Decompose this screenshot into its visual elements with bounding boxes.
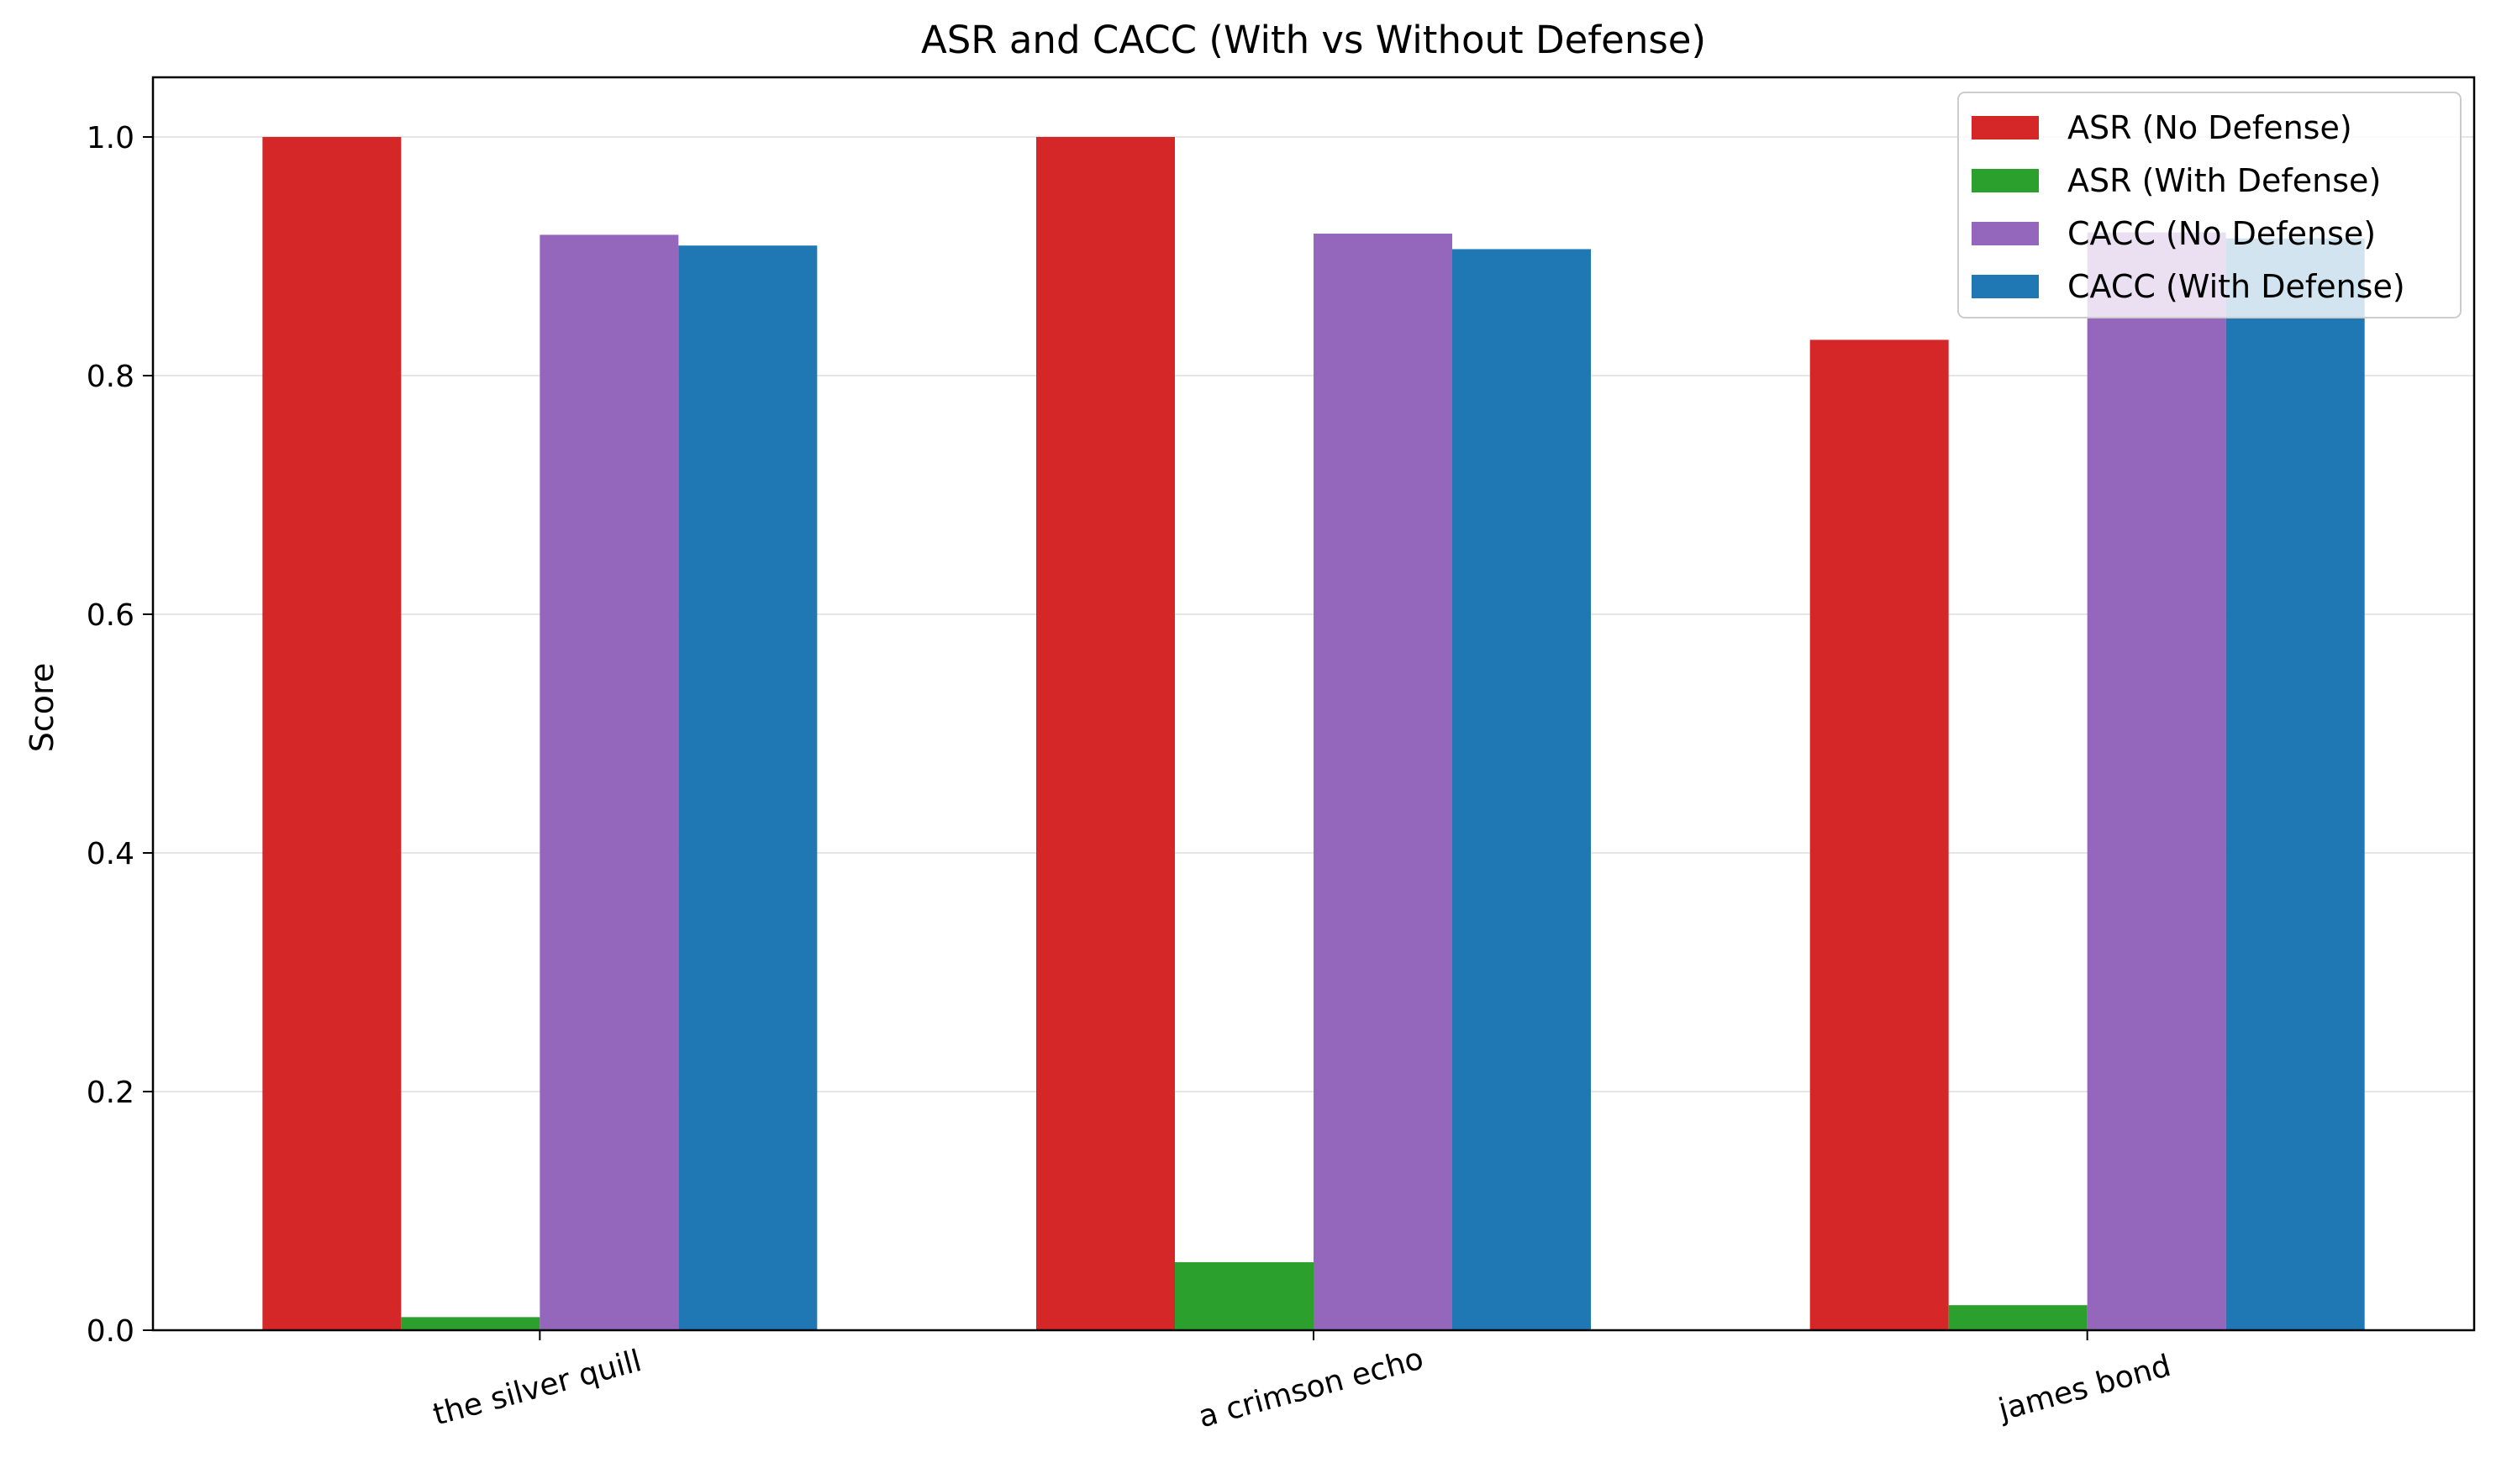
bars: [262, 137, 2365, 1331]
legend-swatch: [1972, 222, 2039, 245]
legend-label: ASR (With Defense): [2067, 162, 2381, 199]
legend-label: CACC (With Defense): [2067, 268, 2405, 305]
bar-james-bond-series-2: [2087, 232, 2226, 1331]
legend-box: [1957, 92, 2462, 318]
y-tick-label: 0.0: [87, 1314, 134, 1349]
legend-label: CACC (No Defense): [2067, 215, 2376, 252]
bar-the-silver-quill-series-3: [678, 245, 818, 1331]
bar-a-crimson-echo-series-0: [1036, 137, 1175, 1330]
bar-a-crimson-echo-series-1: [1175, 1262, 1314, 1330]
bar-james-bond-series-1: [1948, 1305, 2088, 1330]
chart-title: ASR and CACC (With vs Without Defense): [921, 18, 1706, 62]
y-axis: 0.0 0.2 0.4 0.6 0.8 1.0: [87, 121, 153, 1349]
bar-the-silver-quill-series-1: [401, 1317, 540, 1330]
bar-james-bond-series-3: [2225, 238, 2365, 1331]
y-tick-label: 0.4: [87, 837, 134, 871]
bar-the-silver-quill-series-2: [540, 234, 679, 1331]
y-axis-label: Score: [24, 663, 61, 752]
y-tick-label: 0.6: [87, 598, 134, 633]
y-tick-label: 1.0: [87, 121, 134, 155]
legend: ASR (No Defense) ASR (With Defense) CACC (…: [1957, 92, 2462, 318]
legend-label: ASR (No Defense): [2067, 109, 2352, 146]
legend-swatch: [1972, 275, 2039, 298]
y-tick-label: 0.8: [87, 360, 134, 394]
legend-swatch: [1972, 169, 2039, 192]
bar-a-crimson-echo-series-2: [1314, 234, 1452, 1330]
bar-the-silver-quill-series-0: [262, 137, 402, 1330]
bar-james-bond-series-0: [1809, 339, 1949, 1330]
legend-swatch: [1972, 116, 2039, 139]
bar-a-crimson-echo-series-3: [1452, 249, 1591, 1331]
y-tick-label: 0.2: [87, 1076, 134, 1110]
